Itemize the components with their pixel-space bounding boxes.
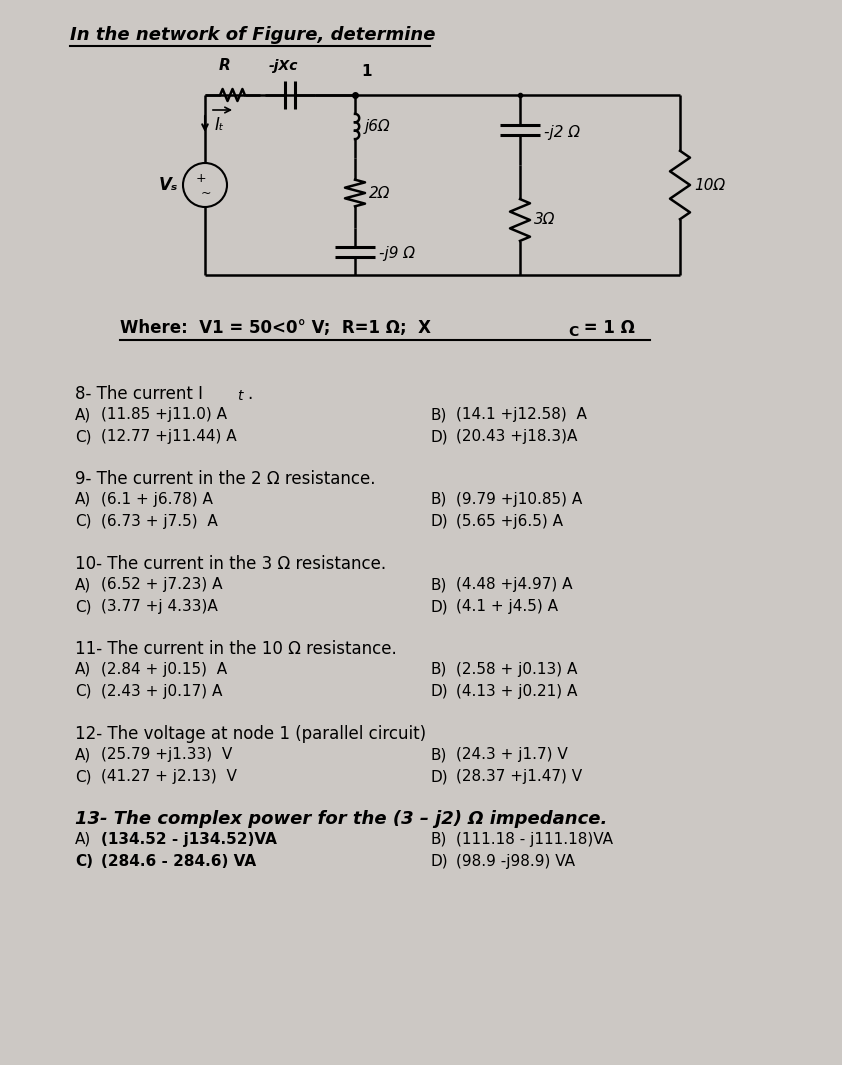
Text: (111.18 - j111.18)VA: (111.18 - j111.18)VA xyxy=(456,832,613,847)
Text: R: R xyxy=(219,58,231,73)
Text: C): C) xyxy=(75,684,92,699)
Text: C): C) xyxy=(75,599,92,615)
Text: In the network of Figure, determine: In the network of Figure, determine xyxy=(70,26,435,44)
Text: ~: ~ xyxy=(200,186,211,199)
Text: A): A) xyxy=(75,577,91,592)
Text: = 1 Ω: = 1 Ω xyxy=(578,320,635,337)
Text: (284.6 - 284.6) VA: (284.6 - 284.6) VA xyxy=(101,854,256,869)
Text: j6Ω: j6Ω xyxy=(365,119,391,134)
Text: B): B) xyxy=(430,662,446,677)
Text: -j9 Ω: -j9 Ω xyxy=(379,246,415,261)
Text: A): A) xyxy=(75,832,91,847)
Text: (6.1 + j6.78) A: (6.1 + j6.78) A xyxy=(101,492,213,507)
Text: B): B) xyxy=(430,747,446,761)
Text: (2.84 + j0.15)  A: (2.84 + j0.15) A xyxy=(101,662,227,677)
Text: -j2 Ω: -j2 Ω xyxy=(544,125,580,140)
Text: Iₜ: Iₜ xyxy=(215,116,225,134)
Text: A): A) xyxy=(75,407,91,422)
Text: (3.77 +j 4.33)A: (3.77 +j 4.33)A xyxy=(101,599,218,615)
Text: 12- The voltage at node 1 (parallel circuit): 12- The voltage at node 1 (parallel circ… xyxy=(75,725,426,743)
Text: (6.52 + j7.23) A: (6.52 + j7.23) A xyxy=(101,577,222,592)
Text: (12.77 +j11.44) A: (12.77 +j11.44) A xyxy=(101,429,237,444)
Text: (28.37 +j1.47) V: (28.37 +j1.47) V xyxy=(456,769,582,784)
Text: C): C) xyxy=(75,429,92,444)
Text: (4.1 + j4.5) A: (4.1 + j4.5) A xyxy=(456,599,558,615)
Text: 10- The current in the 3 Ω resistance.: 10- The current in the 3 Ω resistance. xyxy=(75,555,386,573)
Text: (11.85 +j11.0) A: (11.85 +j11.0) A xyxy=(101,407,227,422)
Text: A): A) xyxy=(75,747,91,761)
Text: 8- The current I: 8- The current I xyxy=(75,386,203,403)
Text: (6.73 + j7.5)  A: (6.73 + j7.5) A xyxy=(101,514,218,529)
Text: B): B) xyxy=(430,492,446,507)
Text: 2Ω: 2Ω xyxy=(369,185,391,200)
Text: (98.9 -j98.9) VA: (98.9 -j98.9) VA xyxy=(456,854,575,869)
Text: (14.1 +j12.58)  A: (14.1 +j12.58) A xyxy=(456,407,587,422)
Text: (20.43 +j18.3)A: (20.43 +j18.3)A xyxy=(456,429,578,444)
Text: D): D) xyxy=(430,769,448,784)
Text: C): C) xyxy=(75,769,92,784)
Text: B): B) xyxy=(430,577,446,592)
Text: (2.58 + j0.13) A: (2.58 + j0.13) A xyxy=(456,662,578,677)
Text: .: . xyxy=(247,386,253,403)
Text: 11- The current in the 10 Ω resistance.: 11- The current in the 10 Ω resistance. xyxy=(75,640,397,658)
Text: B): B) xyxy=(430,407,446,422)
Text: Vₛ: Vₛ xyxy=(159,176,178,194)
Text: B): B) xyxy=(430,832,446,847)
Text: C): C) xyxy=(75,514,92,529)
Text: C): C) xyxy=(75,854,93,869)
Text: D): D) xyxy=(430,599,448,615)
Text: C: C xyxy=(568,325,578,339)
Text: 9- The current in the 2 Ω resistance.: 9- The current in the 2 Ω resistance. xyxy=(75,470,376,488)
Text: (5.65 +j6.5) A: (5.65 +j6.5) A xyxy=(456,514,563,529)
Text: A): A) xyxy=(75,662,91,677)
Text: (4.13 + j0.21) A: (4.13 + j0.21) A xyxy=(456,684,578,699)
Text: (2.43 + j0.17) A: (2.43 + j0.17) A xyxy=(101,684,222,699)
Text: D): D) xyxy=(430,514,448,529)
Text: +: + xyxy=(195,171,206,184)
Text: 13- The complex power for the (3 – j2) Ω impedance.: 13- The complex power for the (3 – j2) Ω… xyxy=(75,810,607,828)
Text: -jXᴄ: -jXᴄ xyxy=(269,59,298,73)
Text: D): D) xyxy=(430,429,448,444)
Text: 10Ω: 10Ω xyxy=(694,178,725,193)
Text: 1: 1 xyxy=(361,64,371,79)
Text: A): A) xyxy=(75,492,91,507)
Text: 3Ω: 3Ω xyxy=(534,213,556,228)
Text: t: t xyxy=(237,389,242,403)
Text: Where:  V1 = 50<0° V;  R=1 Ω;  X: Where: V1 = 50<0° V; R=1 Ω; X xyxy=(120,320,431,337)
Text: D): D) xyxy=(430,854,448,869)
Text: (9.79 +j10.85) A: (9.79 +j10.85) A xyxy=(456,492,583,507)
Text: (41.27 + j2.13)  V: (41.27 + j2.13) V xyxy=(101,769,237,784)
Text: D): D) xyxy=(430,684,448,699)
Text: (24.3 + j1.7) V: (24.3 + j1.7) V xyxy=(456,747,568,761)
Text: (25.79 +j1.33)  V: (25.79 +j1.33) V xyxy=(101,747,232,761)
Text: (134.52 - j134.52)VA: (134.52 - j134.52)VA xyxy=(101,832,277,847)
Text: (4.48 +j4.97) A: (4.48 +j4.97) A xyxy=(456,577,573,592)
